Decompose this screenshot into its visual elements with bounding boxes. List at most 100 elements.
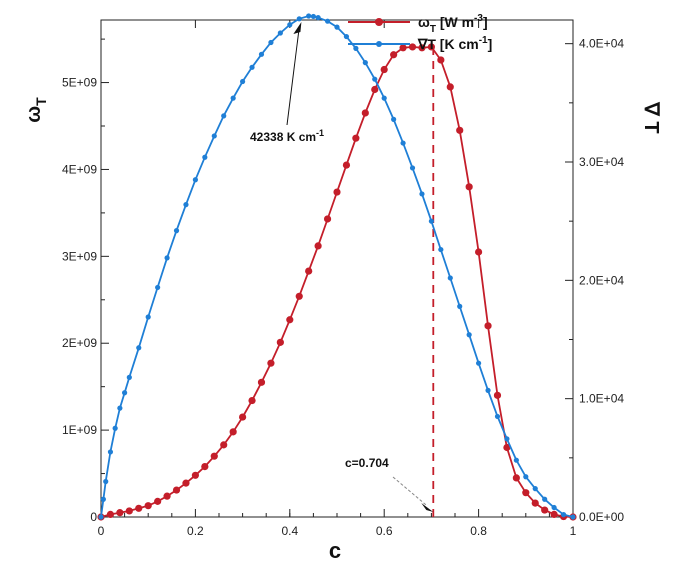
x-tick-label: 0 xyxy=(98,524,105,538)
x-tick-label: 0.2 xyxy=(187,524,204,538)
data-point xyxy=(286,316,294,324)
data-point xyxy=(125,507,133,515)
data-point xyxy=(550,510,558,518)
data-point xyxy=(465,183,473,191)
data-point xyxy=(182,479,190,487)
y-left-tick-label: 1E+09 xyxy=(62,423,97,437)
legend-label: ωT [W m-3] xyxy=(418,13,488,35)
data-point xyxy=(306,13,312,19)
plot-frame xyxy=(100,19,574,518)
data-point xyxy=(155,284,161,291)
data-point xyxy=(523,474,529,480)
data-point xyxy=(334,24,340,30)
y-axis-left: 0 1E+09 2E+09 3E+09 4E+09 5E+09 xyxy=(62,38,109,524)
data-point xyxy=(221,113,227,119)
data-point xyxy=(107,449,114,455)
data-point xyxy=(267,359,275,367)
data-point xyxy=(427,43,435,51)
data-point xyxy=(163,492,171,500)
y-axis-left-title-main: ω xyxy=(23,106,45,123)
data-point xyxy=(362,60,368,66)
x-axis-title: c xyxy=(329,538,341,563)
data-point xyxy=(135,504,143,512)
data-point xyxy=(447,275,453,281)
legend-label-sup: -1 xyxy=(479,35,488,46)
legend-label-sub: T xyxy=(430,24,436,35)
x-tick-label: 0.6 xyxy=(376,524,393,538)
data-point xyxy=(202,154,208,160)
x-tick-label: 0.8 xyxy=(470,524,487,538)
data-point xyxy=(324,18,331,24)
data-point xyxy=(240,78,246,85)
legend-swatch-marker xyxy=(375,18,383,26)
data-point xyxy=(305,267,313,275)
data-point xyxy=(494,413,501,420)
annotation-arrow-c xyxy=(392,476,428,507)
data-point xyxy=(391,116,397,122)
data-point xyxy=(560,512,567,518)
data-point xyxy=(541,506,549,514)
data-point xyxy=(493,391,502,399)
data-point xyxy=(211,133,217,139)
data-point xyxy=(106,510,115,518)
annotation-arrowhead-c xyxy=(421,503,434,512)
data-point xyxy=(249,64,255,70)
data-point xyxy=(438,246,444,253)
y-axis-right: 0.0E+00 1.0E+04 2.0E+04 3.0E+04 4.0E+04 xyxy=(565,37,624,524)
annotation-peak-gradient: 42338 K cm-1 xyxy=(250,128,324,144)
legend-label: ∇T [K cm-1] xyxy=(417,35,492,52)
data-point xyxy=(456,126,464,134)
data-point xyxy=(409,165,416,171)
data-point xyxy=(310,13,316,20)
data-point xyxy=(380,65,388,74)
data-point xyxy=(239,413,247,421)
y-axis-left-title-sub: T xyxy=(33,97,49,106)
legend-label-close: ] xyxy=(483,14,488,30)
data-point xyxy=(144,502,152,510)
data-point xyxy=(164,255,170,261)
data-point xyxy=(154,497,162,505)
data-point xyxy=(542,496,548,502)
data-point xyxy=(314,242,322,250)
annotation-arrowhead-peak xyxy=(293,22,302,35)
series-grad-T xyxy=(98,13,576,520)
data-point xyxy=(230,95,236,101)
data-point xyxy=(268,39,274,46)
data-point xyxy=(172,486,181,494)
data-point xyxy=(353,45,359,52)
data-point xyxy=(277,30,283,36)
x-tick-label: 0.4 xyxy=(281,524,298,538)
data-point xyxy=(419,191,425,197)
data-point xyxy=(126,374,132,380)
data-point xyxy=(145,314,151,320)
data-point xyxy=(192,177,198,183)
data-point xyxy=(428,218,434,224)
data-point xyxy=(276,338,284,346)
y-left-tick-label: 2E+09 xyxy=(62,336,97,350)
data-point xyxy=(371,85,379,94)
series-line xyxy=(100,45,574,518)
y-left-tick-label: 0 xyxy=(90,510,97,524)
data-point xyxy=(475,248,483,256)
data-point xyxy=(532,486,538,492)
data-point xyxy=(103,478,109,485)
y-right-tick-label: 2.0E+04 xyxy=(579,273,624,287)
data-point xyxy=(352,134,360,142)
data-point xyxy=(476,360,482,366)
data-point xyxy=(503,443,511,452)
data-point xyxy=(522,489,530,497)
data-point xyxy=(504,436,510,442)
data-point xyxy=(248,396,256,405)
data-point xyxy=(323,215,332,223)
data-point xyxy=(258,51,265,57)
x-axis: 0 0.2 0.4 0.6 0.8 1 xyxy=(98,20,577,538)
x-tick-label: 1 xyxy=(570,524,577,538)
series-omega-T xyxy=(97,43,577,521)
legend-label-main: ω xyxy=(418,14,430,30)
data-point xyxy=(136,345,142,351)
data-point xyxy=(570,514,576,520)
data-point xyxy=(343,33,350,40)
data-point xyxy=(295,292,303,300)
data-point xyxy=(372,76,378,82)
data-point xyxy=(116,509,124,517)
